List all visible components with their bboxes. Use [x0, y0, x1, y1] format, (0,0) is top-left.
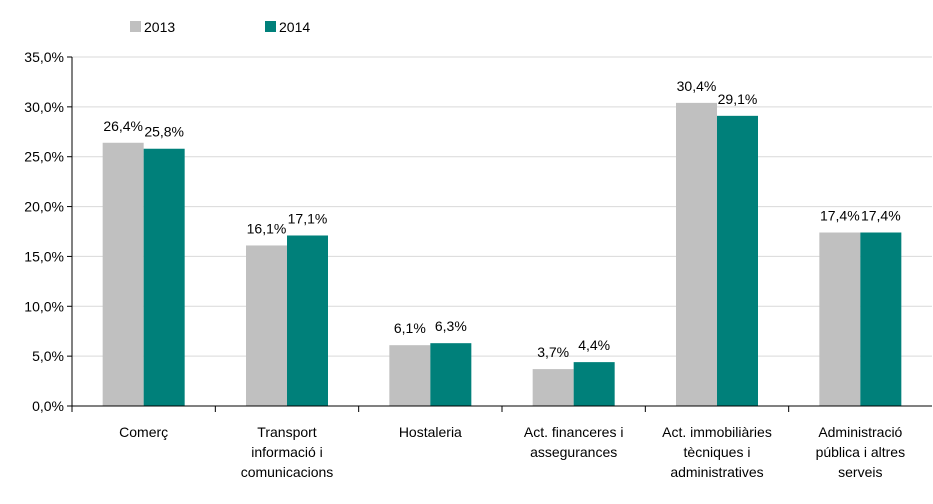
bar — [143, 148, 185, 407]
bar — [819, 232, 861, 406]
legend-swatch — [130, 21, 141, 32]
data-label: 3,7% — [537, 344, 569, 360]
y-tick-label: 30,0% — [24, 99, 64, 115]
data-label: 29,1% — [718, 91, 758, 107]
bar — [287, 235, 328, 406]
bar — [430, 343, 472, 406]
x-tick-label: Act. financeres i assegurances — [524, 424, 624, 460]
data-label: 26,4% — [103, 118, 143, 134]
data-label: 25,8% — [144, 124, 184, 140]
bar — [102, 142, 144, 407]
data-label: 17,4% — [820, 207, 860, 223]
bar — [389, 345, 431, 406]
data-label: 17,1% — [288, 210, 328, 226]
x-tick-label: Hostaleria — [399, 424, 462, 440]
y-tick-label: 20,0% — [24, 199, 64, 215]
x-tick-label: Act. immobiliàries tècniques i administrat… — [662, 424, 772, 480]
bar — [532, 369, 574, 406]
x-tick-label: Comerç — [119, 424, 168, 440]
data-label: 6,1% — [394, 320, 426, 336]
y-tick-label: 35,0% — [24, 49, 64, 65]
x-tick-label: Administració pública i altres serveis — [816, 424, 906, 480]
data-label: 6,3% — [435, 318, 467, 334]
data-label: 16,1% — [247, 220, 287, 236]
bar — [860, 232, 902, 406]
y-tick-label: 15,0% — [24, 248, 64, 264]
bar — [676, 102, 717, 407]
bar — [717, 115, 758, 407]
bar — [573, 362, 615, 406]
legend-swatch — [265, 21, 276, 32]
y-tick-label: 0,0% — [32, 398, 64, 414]
y-tick-label: 25,0% — [24, 149, 64, 165]
legend-label: 2014 — [279, 19, 310, 35]
y-tick-label: 10,0% — [24, 298, 64, 314]
data-label: 4,4% — [578, 337, 610, 353]
x-tick-label: Transport informació i comunicacions — [241, 424, 334, 480]
legend-label: 2013 — [144, 19, 175, 35]
data-label: 17,4% — [861, 207, 901, 223]
y-tick-label: 5,0% — [32, 348, 64, 364]
data-label: 30,4% — [677, 78, 717, 94]
bar — [246, 245, 287, 406]
